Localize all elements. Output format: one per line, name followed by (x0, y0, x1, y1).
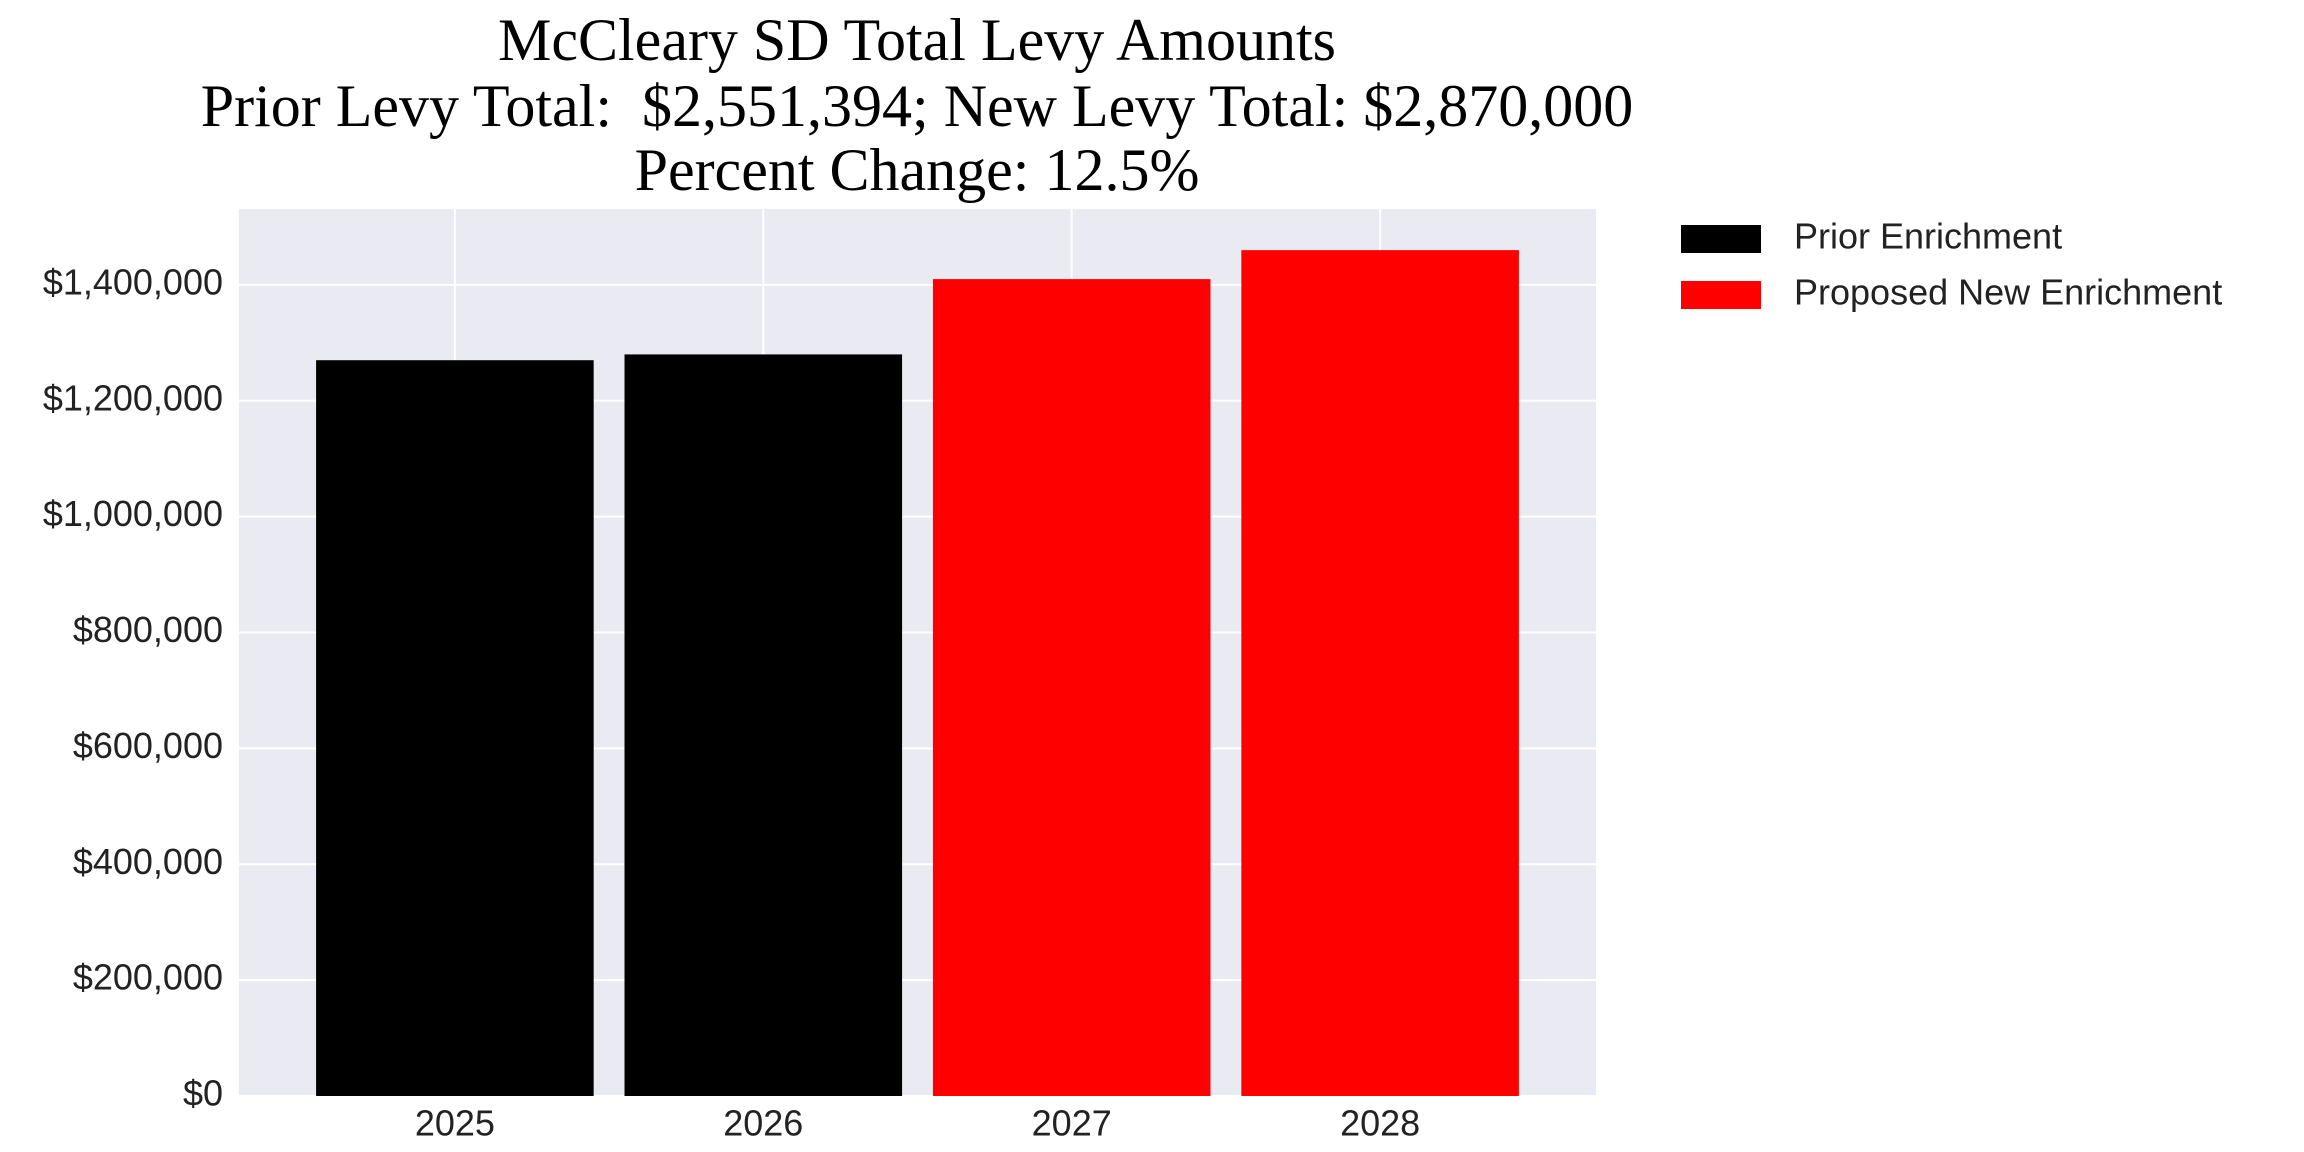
x-tick-label: 2028 (1340, 1103, 1420, 1144)
chart-subtitle: Prior Levy Total: $2,551,394; New Levy T… (201, 73, 1634, 139)
bar (1241, 250, 1519, 1097)
y-tick-label: $1,000,000 (43, 493, 223, 534)
y-tick-label: $1,200,000 (43, 377, 223, 418)
y-tick-label: $0 (183, 1073, 223, 1114)
bar (316, 360, 594, 1097)
y-tick-label: $200,000 (73, 957, 223, 998)
legend-label: Proposed New Enrichment (1794, 272, 2222, 313)
legend-label: Prior Enrichment (1794, 216, 2062, 257)
x-tick-label: 2027 (1032, 1103, 1112, 1144)
x-tick-label: 2025 (415, 1103, 495, 1144)
x-tick-label: 2026 (723, 1103, 803, 1144)
y-tick-label: $1,400,000 (43, 261, 223, 302)
chart-title: McCleary SD Total Levy Amounts (498, 7, 1336, 73)
y-tick-label: $800,000 (73, 609, 223, 650)
legend-swatch (1681, 225, 1761, 253)
bar (624, 354, 903, 1097)
y-tick-label: $600,000 (73, 725, 223, 766)
bar (932, 279, 1211, 1096)
chart-subtitle: Percent Change: 12.5% (635, 137, 1200, 203)
legend-swatch (1681, 281, 1761, 309)
y-tick-label: $400,000 (73, 841, 223, 882)
